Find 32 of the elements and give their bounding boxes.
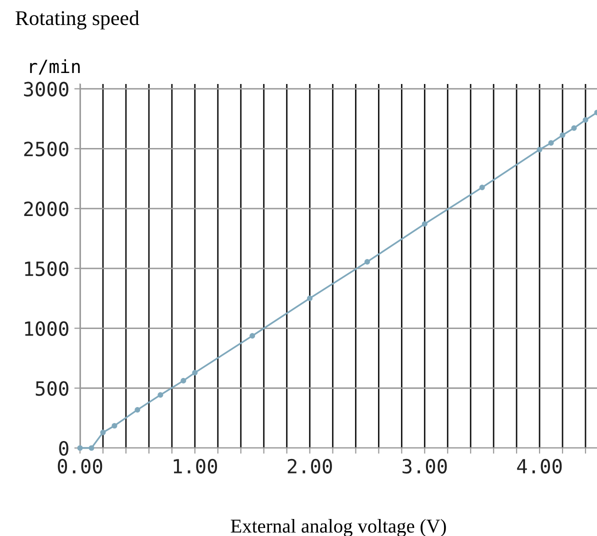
point [364, 259, 370, 265]
point [307, 296, 313, 302]
point [536, 146, 542, 152]
y-tick-label: 1000 [25, 321, 68, 336]
y-axis-title: r/min [30, 59, 80, 75]
point [250, 333, 256, 339]
point [192, 370, 198, 376]
point [112, 422, 118, 429]
x-tick-label: 3.00 [402, 458, 447, 474]
point [77, 445, 83, 451]
point [88, 445, 94, 451]
point [582, 117, 588, 123]
point [134, 407, 140, 413]
y-tick-label: 2000 [24, 202, 68, 216]
x-tick-label: 1.00 [174, 458, 218, 474]
x-tick-label: 2.00 [288, 458, 332, 474]
point [180, 378, 186, 384]
y-tick-label: 2500 [24, 142, 68, 156]
y-tick-label: 500 [36, 381, 68, 396]
point [100, 430, 106, 436]
point [560, 132, 566, 138]
point [571, 125, 577, 131]
point [479, 184, 485, 190]
point [548, 140, 554, 146]
y-tick-label: 1500 [25, 261, 68, 276]
x-tick-label: 0.00 [58, 458, 102, 474]
y-tick-label: 3000 [24, 82, 68, 97]
point [422, 221, 428, 227]
x-tick-label: 4.00 [517, 458, 562, 474]
point [158, 392, 164, 398]
y-tick-label: 0 [59, 441, 68, 456]
chart-title: Rotating speed [16, 10, 140, 30]
